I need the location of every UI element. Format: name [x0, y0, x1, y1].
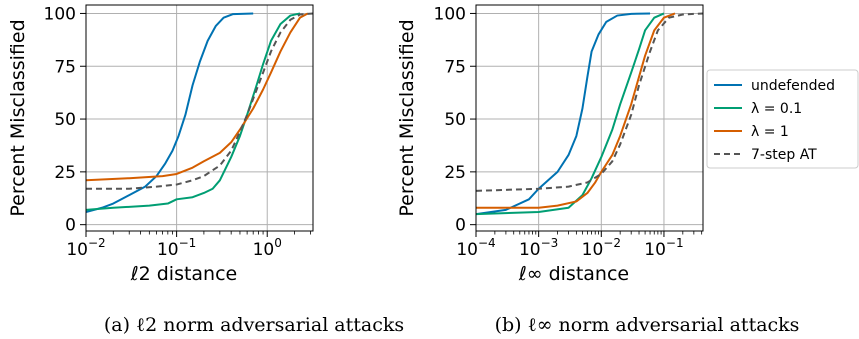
axes-frame	[85, 4, 314, 232]
axes-frame	[475, 4, 704, 232]
legend-box	[706, 69, 859, 169]
x-tick-label: 10−1	[157, 236, 196, 260]
series-line-undefended	[86, 12, 254, 213]
x-tick-label: 10−4	[456, 236, 495, 260]
x-tick-label: 10−3	[519, 236, 558, 260]
panel-a-l2-chart: 10−2 10−1 100 0 25 50 75 100 ℓ2 distance Percent …	[7, 4, 314, 285]
series-line--0-1	[86, 12, 301, 211]
x-tick-label: 10−2	[66, 236, 105, 260]
series-line--1	[86, 12, 309, 182]
y-tick-label: 0	[65, 216, 76, 236]
legend-label: λ = 0.1	[751, 101, 802, 117]
y-tick-label: 25	[54, 163, 76, 183]
series-line--1	[476, 12, 676, 209]
legend-label: 7-step AT	[751, 147, 817, 163]
y-tick-label: 25	[444, 163, 466, 183]
caption-b: (b) ℓ∞ norm adversarial attacks	[495, 314, 800, 336]
x-tick-label: 100	[253, 236, 282, 260]
series-line-undefended	[476, 12, 651, 216]
panel-b-linf-chart: 10−4 10−3 10−2 10−1 0 25 50 75 100 ℓ∞ distance Per…	[396, 4, 704, 285]
y-axis-label: Percent Misclassified	[396, 19, 418, 216]
series-line--0-1	[476, 12, 665, 216]
series-line-7-step-at	[476, 12, 703, 192]
y-tick-label: 75	[54, 57, 76, 77]
x-axis-label: ℓ2 distance	[130, 263, 238, 285]
y-tick-label: 50	[54, 110, 76, 130]
series-line-7-step-at	[86, 12, 313, 190]
x-tick-label: 10−1	[644, 236, 683, 260]
y-tick-label: 0	[455, 216, 466, 236]
legend-label: undefended	[751, 78, 835, 94]
y-tick-label: 75	[444, 57, 466, 77]
y-axis-label: Percent Misclassified	[7, 19, 29, 216]
y-tick-label: 100	[44, 4, 76, 24]
y-tick-label: 50	[444, 110, 466, 130]
x-axis-label: ℓ∞ distance	[518, 263, 629, 285]
legend: undefended λ = 0.1 λ = 1 7-step AT	[706, 69, 859, 169]
x-tick-label: 10−2	[582, 236, 621, 260]
caption-a: (a) ℓ2 norm adversarial attacks	[104, 314, 404, 336]
y-tick-label: 100	[434, 4, 466, 24]
legend-label: λ = 1	[751, 124, 789, 140]
